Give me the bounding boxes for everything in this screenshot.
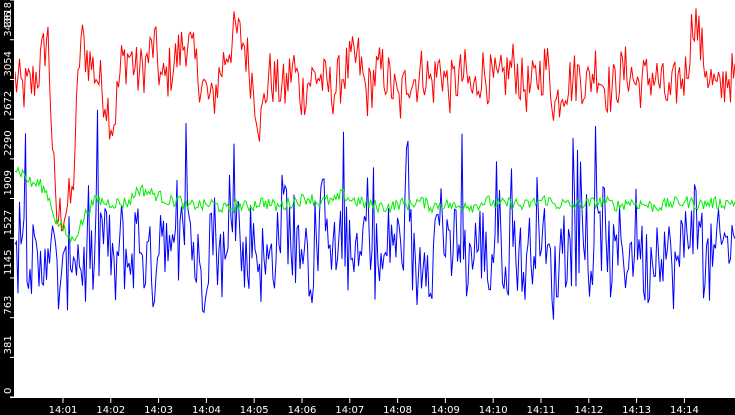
y-tick-label: 2290 [3, 130, 14, 155]
plot-area [15, 0, 735, 397]
x-tick-label: 14:10 [479, 405, 508, 415]
y-tick-label: 2672 [3, 91, 14, 116]
y-tick-label: 3054 [3, 51, 14, 76]
y-tick-label: 0 [3, 388, 14, 394]
x-tick-label: 14:14 [670, 405, 699, 415]
x-tick-label: 14:06 [288, 405, 317, 415]
x-tick-label: 14:08 [383, 405, 412, 415]
y-tick-label: 1909 [3, 170, 14, 195]
x-tick-label: 14:03 [144, 405, 173, 415]
y-tick-label: 381 [3, 335, 14, 354]
y-tick-label: 1527 [3, 210, 14, 235]
x-tick-label: 14:04 [192, 405, 221, 415]
x-tick-label: 14:12 [574, 405, 603, 415]
y-tick-label: 3436 [3, 11, 14, 36]
x-tick-label: 14:11 [527, 405, 556, 415]
y-tick-label: 763 [3, 296, 14, 315]
y-tick-label: 1145 [3, 249, 14, 274]
blue-series-line [14, 109, 735, 320]
y-tick-label: 3818 [3, 2, 14, 27]
series-layer [14, 8, 735, 320]
x-tick-label: 14:09 [431, 405, 460, 415]
x-tick-label: 14:01 [49, 405, 78, 415]
green-series-line [14, 166, 735, 243]
x-tick-label: 14:02 [96, 405, 125, 415]
x-tick-label: 14:07 [335, 405, 364, 415]
x-tick-label: 14:13 [622, 405, 651, 415]
red-series-line [14, 8, 735, 232]
x-axis: 14:01 14:02 14:03 14:04 14:05 14:06 14:07 14:08… [10, 397, 735, 415]
x-tick-label: 14:05 [240, 405, 269, 415]
